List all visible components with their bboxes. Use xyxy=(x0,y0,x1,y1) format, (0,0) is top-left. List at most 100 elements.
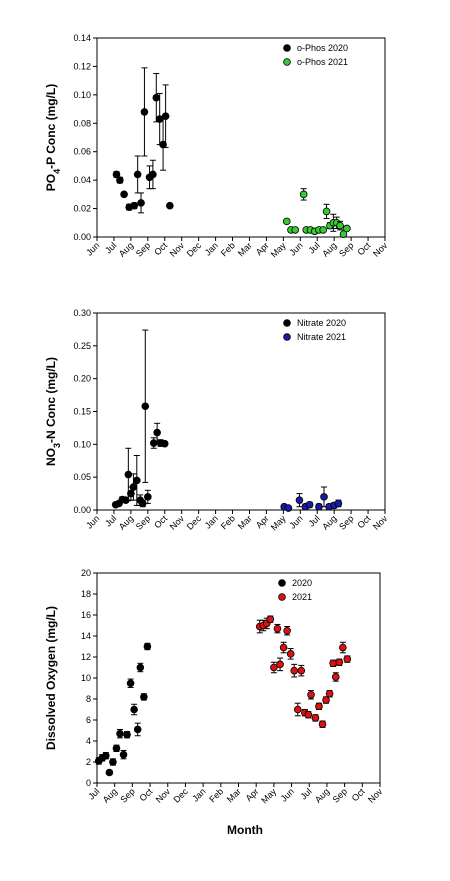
x-tick-label: Nov xyxy=(371,240,390,259)
y-tick-label: 0.04 xyxy=(73,175,91,185)
data-point xyxy=(276,660,284,669)
legend-marker xyxy=(278,579,286,587)
data-point xyxy=(290,666,299,675)
x-tick-label: May xyxy=(259,786,278,805)
x-tick-label: Sep xyxy=(134,513,152,531)
x-tick-label: Feb xyxy=(207,786,225,804)
x-tick-label: Nov xyxy=(168,240,187,259)
data-point xyxy=(153,428,161,437)
y-axis-title: NO3-N Conc (mg/L) xyxy=(44,357,62,466)
x-tick-label: May xyxy=(269,513,288,532)
x-tick-label: Aug xyxy=(313,786,331,804)
x-tick-label: Aug xyxy=(320,513,338,531)
data-point xyxy=(116,729,124,738)
legend-label: 2021 xyxy=(292,592,312,602)
y-tick-label: 0.12 xyxy=(73,61,91,71)
series-1 xyxy=(255,615,352,729)
data-point xyxy=(126,679,135,688)
data-point xyxy=(318,720,327,729)
data-point xyxy=(120,190,128,199)
x-tick-label: Mar xyxy=(236,240,254,258)
series-0 xyxy=(94,642,152,777)
data-point xyxy=(293,705,302,714)
data-point xyxy=(282,217,291,226)
x-tick-label: Jun xyxy=(287,513,304,530)
data-point xyxy=(299,190,308,199)
y-tick-label: 20 xyxy=(81,568,91,578)
y-tick-label: 16 xyxy=(81,610,91,620)
data-point xyxy=(305,500,314,509)
data-point xyxy=(322,207,331,216)
y-tick-label: 8 xyxy=(86,694,91,704)
y-tick-label: 2 xyxy=(86,757,91,767)
data-point xyxy=(273,624,282,633)
data-point xyxy=(127,489,135,498)
legend-marker xyxy=(283,319,291,327)
data-point xyxy=(141,402,150,411)
x-tick-label: Jul xyxy=(103,513,118,528)
x-tick-label: Sep xyxy=(118,786,136,804)
data-point xyxy=(325,689,334,698)
y-tick-label: 0.05 xyxy=(73,472,91,482)
data-point xyxy=(307,691,315,699)
x-axis-title: Month xyxy=(227,823,263,837)
x-tick-label: Sep xyxy=(134,240,152,258)
data-point xyxy=(319,226,327,234)
y-tick-label: 0.20 xyxy=(73,374,91,384)
data-point xyxy=(159,140,167,149)
x-tick-label: Jan xyxy=(203,240,220,257)
x-tick-label: Jan xyxy=(190,786,207,803)
data-point xyxy=(161,112,170,120)
y-tick-label: 0.00 xyxy=(73,232,91,242)
x-tick-label: Mar xyxy=(236,513,254,531)
x-tick-label: Apr xyxy=(244,786,261,803)
x-tick-label: Jul xyxy=(306,513,321,528)
y-tick-label: 0.14 xyxy=(73,33,91,43)
data-point xyxy=(331,673,340,681)
data-point xyxy=(136,663,145,672)
x-tick-label: Sep xyxy=(331,786,349,804)
x-tick-label: Aug xyxy=(117,513,135,531)
x-tick-label: Sep xyxy=(337,240,355,258)
y-tick-label: 0.10 xyxy=(73,439,91,449)
y-tick-label: 10 xyxy=(81,673,91,683)
x-tick-label: May xyxy=(269,240,288,259)
x-tick-label: Oct xyxy=(355,513,372,530)
x-tick-label: Jul xyxy=(86,786,101,801)
data-point xyxy=(329,659,337,668)
data-point xyxy=(124,470,133,479)
data-point xyxy=(109,758,117,766)
y-tick-label: 0.15 xyxy=(73,407,91,417)
x-tick-label: Jun xyxy=(287,240,304,257)
data-point xyxy=(279,643,288,652)
data-point xyxy=(140,693,148,701)
legend-label: o-Phos 2020 xyxy=(297,43,348,53)
x-tick-label: Nov xyxy=(366,786,385,805)
data-point xyxy=(266,615,275,623)
x-tick-label: Oct xyxy=(350,786,367,803)
series-1 xyxy=(282,188,351,238)
y-tick-label: 14 xyxy=(81,631,91,641)
y-tick-label: 0.08 xyxy=(73,118,91,128)
x-tick-label: Aug xyxy=(320,240,338,258)
data-point xyxy=(133,725,142,734)
data-point xyxy=(102,751,110,760)
legend-marker xyxy=(283,58,291,66)
series-0 xyxy=(111,329,169,509)
x-tick-label: Nov xyxy=(154,786,173,805)
data-point xyxy=(270,663,278,672)
data-point xyxy=(343,655,352,663)
data-point xyxy=(284,504,293,512)
y-tick-label: 0.00 xyxy=(73,505,91,515)
x-tick-label: Oct xyxy=(355,240,372,257)
x-tick-label: Nov xyxy=(168,513,187,532)
data-point xyxy=(133,476,141,485)
y-tick-label: 0.10 xyxy=(73,90,91,100)
data-point xyxy=(149,170,157,179)
y-tick-label: 0 xyxy=(86,778,91,788)
y-tick-label: 0.25 xyxy=(73,341,91,351)
y-tick-label: 6 xyxy=(86,715,91,725)
data-point xyxy=(160,439,169,448)
